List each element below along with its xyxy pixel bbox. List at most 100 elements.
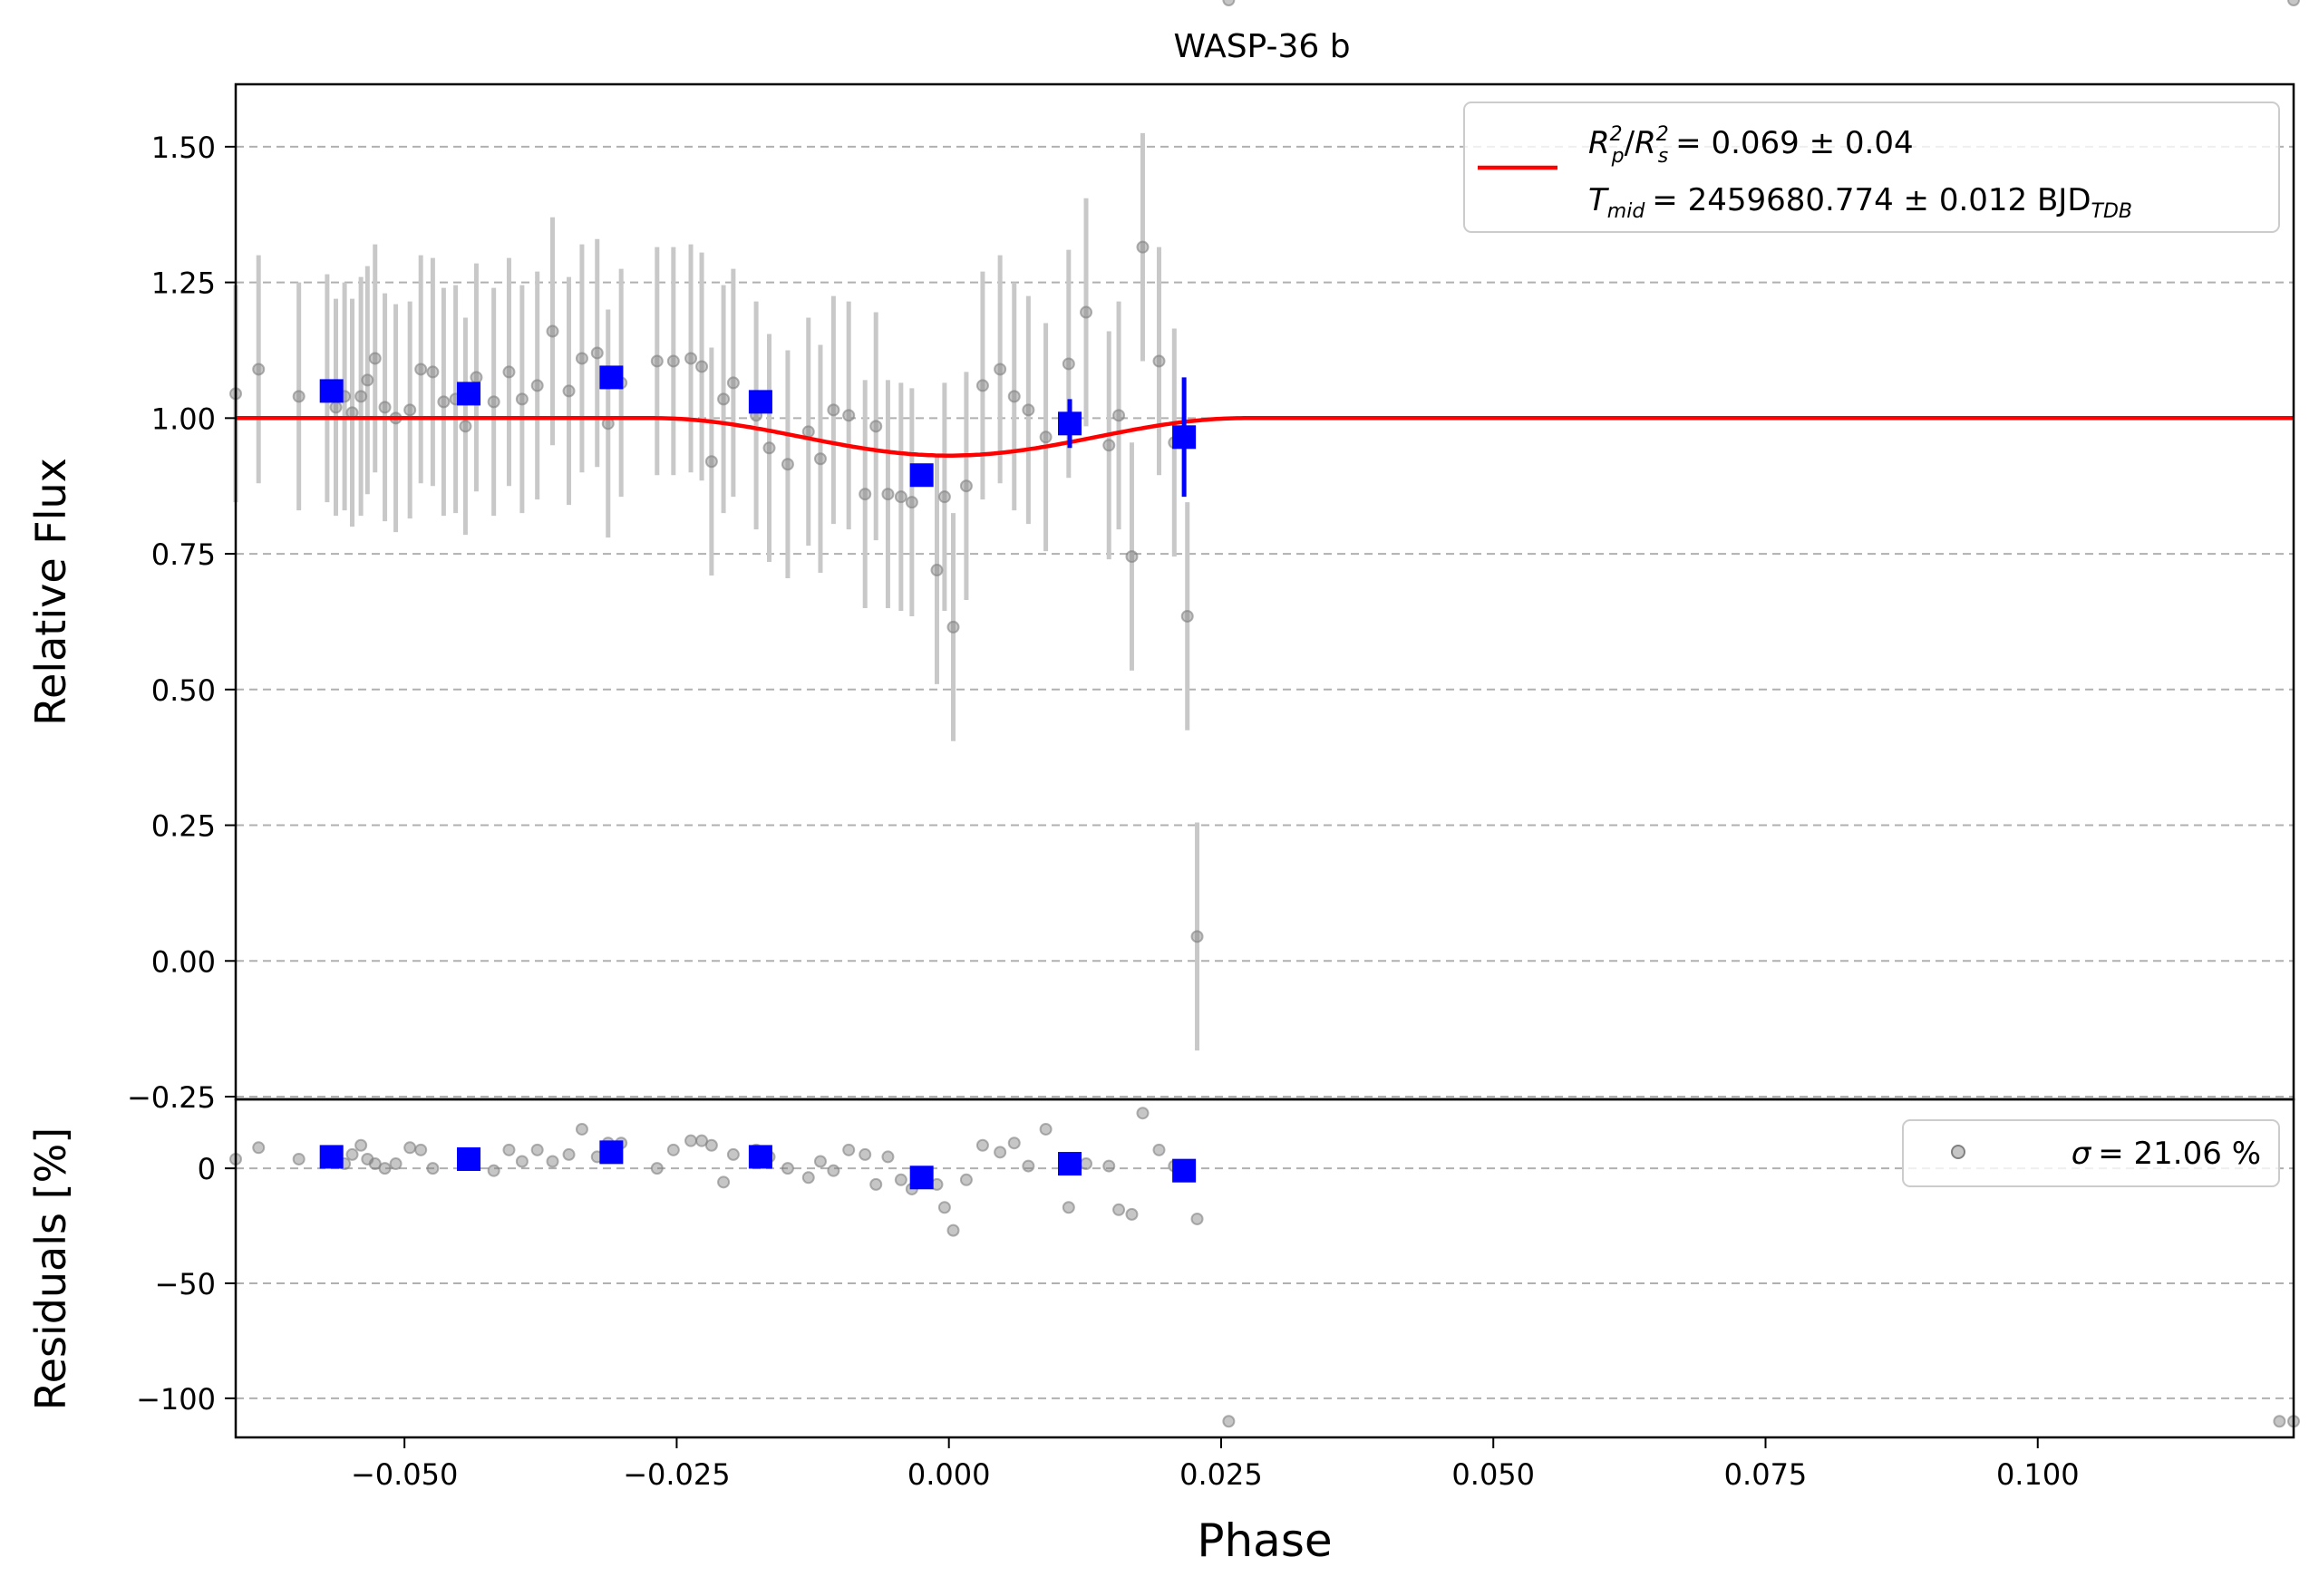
residual-data-point — [426, 1162, 440, 1175]
residual-data-point — [530, 1143, 544, 1156]
residual-data-point — [1125, 1207, 1139, 1221]
flux-binned-point — [457, 382, 481, 406]
flux-data-point — [1180, 609, 1194, 623]
flux-data-point — [726, 376, 740, 390]
flux-data-point — [859, 488, 872, 501]
flux-y-tick-label: 1.25 — [151, 266, 216, 301]
flux-y-tick-label: 0.25 — [151, 809, 216, 844]
flux-data-point — [937, 490, 951, 504]
flux-data-point — [717, 392, 731, 406]
legend-depth-text: R2 p/R2 s = 0.069 ± 0.04 — [1588, 123, 1914, 168]
flux-data-point — [1112, 409, 1126, 422]
residual-data-point — [502, 1143, 516, 1156]
residual-data-point — [666, 1143, 680, 1156]
residual-data-point — [1112, 1203, 1126, 1216]
legend-rp-symbol: R — [1588, 125, 1610, 161]
residual-data-point — [515, 1155, 529, 1168]
flux-data-point — [1102, 439, 1116, 452]
flux-data-point — [329, 401, 343, 414]
flux-data-point — [684, 352, 698, 365]
residual-data-point — [684, 1134, 698, 1147]
flux-y-tick-label: 0.75 — [151, 537, 216, 572]
flux-data-point — [1080, 305, 1093, 319]
flux-y-tick-label: 1.00 — [151, 401, 216, 436]
residual-data-point — [842, 1143, 856, 1156]
residual-data-point — [2273, 1415, 2286, 1428]
flux-data-point — [459, 420, 472, 433]
flux-binned-point — [909, 463, 934, 488]
residual-data-point — [1039, 1122, 1053, 1136]
residual-data-point — [575, 1122, 588, 1136]
flux-data-point — [905, 496, 918, 509]
residuals-y-tick-label: −50 — [154, 1267, 216, 1301]
flux-data-point — [781, 458, 794, 471]
residual-data-point — [1080, 1157, 1093, 1171]
flux-data-point — [695, 360, 709, 373]
residuals-x-ticks: −0.050 −0.025 0.000 0.025 0.050 0.075 0.100 — [351, 1437, 2080, 1492]
flux-data-point — [650, 354, 664, 368]
flux-data-point — [1125, 550, 1139, 564]
legend-rp-sub: p — [1611, 145, 1625, 168]
residual-data-point — [1062, 1201, 1075, 1214]
flux-data-point — [426, 365, 440, 379]
flux-data-point — [704, 455, 718, 469]
residual-data-point — [813, 1155, 827, 1168]
flux-binned-point — [748, 390, 772, 414]
flux-data-point — [546, 324, 559, 338]
residual-data-point — [389, 1157, 403, 1171]
flux-data-point — [1190, 930, 1204, 943]
residual-data-point — [975, 1138, 989, 1152]
chart-title: WASP-36 b — [1173, 28, 1350, 65]
flux-data-point — [1062, 357, 1075, 371]
residual-data-point — [801, 1171, 815, 1185]
residual-data-point — [487, 1164, 500, 1177]
flux-legend: R2 p/R2 s = 0.069 ± 0.04 Tmid = 2459680.774 … — [1463, 102, 2280, 233]
flux-data-point — [1039, 430, 1053, 444]
legend-rs-symbol: R — [1635, 125, 1656, 161]
residual-data-point — [1007, 1137, 1021, 1150]
residual-data-point — [403, 1141, 417, 1155]
flux-data-point — [530, 379, 544, 392]
residual-data-point — [292, 1152, 306, 1166]
residuals-y-ticks: −100 −50 0 — [136, 1152, 236, 1417]
flux-data-point — [252, 363, 266, 376]
residual-data-point — [345, 1147, 359, 1161]
residual-binned-point — [319, 1145, 344, 1169]
flux-data-point — [666, 354, 680, 368]
flux-data-point — [1022, 403, 1035, 417]
legend-line2-value: = 2459680.774 ± 0.012 BJD — [1652, 182, 2091, 218]
flux-data-point — [292, 390, 306, 403]
legend-slash: / — [1625, 125, 1635, 161]
residual-data-point — [717, 1175, 731, 1189]
flux-data-point — [975, 379, 989, 392]
residual-data-point — [1102, 1159, 1116, 1173]
flux-data-point — [1007, 390, 1021, 403]
residual-data-point — [562, 1147, 576, 1161]
flux-data-point — [959, 479, 973, 493]
flux-data-point — [378, 401, 392, 414]
flux-data-point — [368, 352, 382, 365]
flux-data-point — [801, 425, 815, 439]
residual-data-point — [859, 1147, 872, 1161]
flux-data-point — [487, 395, 500, 409]
residual-data-point — [946, 1224, 960, 1237]
residuals-legend-box — [1902, 1119, 2280, 1187]
flux-data-points — [229, 0, 2300, 943]
residuals-legend: σ = 21.06 % — [1902, 1119, 2280, 1187]
x-tick-label: −0.025 — [623, 1457, 730, 1492]
legend-sigma-text: σ = 21.06 % — [2072, 1136, 2261, 1172]
residuals-panel: −100 −50 0 −0.050 −0.025 0.000 0.025 0.050 0.07… — [26, 1098, 2300, 1567]
residual-data-point — [994, 1146, 1007, 1159]
residuals-axes-frame — [234, 1098, 2295, 1439]
residual-binned-point — [1172, 1158, 1197, 1183]
flux-data-point — [762, 441, 776, 455]
x-axis-label: Phase — [1197, 1514, 1332, 1567]
residual-data-point — [726, 1147, 740, 1161]
flux-data-point — [827, 403, 840, 417]
flux-data-point — [354, 390, 368, 403]
residual-data-point — [378, 1162, 392, 1175]
flux-data-point — [575, 352, 588, 365]
flux-data-point — [403, 403, 417, 417]
flux-y-ticks: −0.25 0.00 0.25 0.50 0.75 1.00 1.25 1.50 — [127, 131, 236, 1115]
